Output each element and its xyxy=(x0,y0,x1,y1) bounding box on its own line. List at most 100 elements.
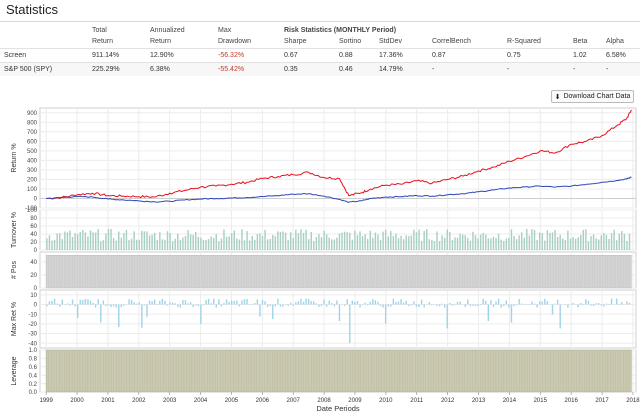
y-tick-label: 0.8 xyxy=(29,357,38,363)
max-return-bar xyxy=(202,304,205,306)
turnover-bar xyxy=(572,236,574,250)
max-return-bar xyxy=(92,302,94,305)
table-cell: - xyxy=(503,61,569,76)
max-return-bar xyxy=(148,300,151,305)
max-return-bar xyxy=(451,304,454,306)
max-return-bar xyxy=(151,301,153,305)
max-return-bar xyxy=(277,298,279,305)
table-cell: 0.46 xyxy=(335,61,375,76)
max-return-bar xyxy=(384,304,387,324)
turnover-bar xyxy=(205,239,207,250)
max-return-bar xyxy=(287,304,289,306)
y-tick-label: -10 xyxy=(28,312,37,318)
table-header-row-top: Total Annualized Max Risk Statistics (MO… xyxy=(0,24,640,36)
turnover-bar xyxy=(318,234,320,250)
max-return-bar xyxy=(577,304,579,308)
max-return-bar xyxy=(544,298,546,305)
max-return-bar xyxy=(159,300,161,305)
max-return-bar xyxy=(87,299,89,305)
turnover-bar xyxy=(559,234,561,250)
turnover-bar xyxy=(580,234,582,250)
max-return-bar xyxy=(215,304,217,308)
max-return-bar xyxy=(133,302,135,305)
header-cell: Return xyxy=(150,38,172,46)
max-return-bar xyxy=(472,304,474,306)
turnover-bar xyxy=(74,233,76,250)
turnover-bar xyxy=(169,233,171,250)
turnover-bar xyxy=(274,236,277,250)
turnover-bar xyxy=(497,233,500,250)
max-return-bar xyxy=(220,304,223,307)
turnover-bar xyxy=(456,237,459,250)
turnover-bar xyxy=(384,229,387,250)
turnover-bar xyxy=(248,240,251,250)
max-return-bar xyxy=(228,301,230,305)
x-tick-label: 2009 xyxy=(348,398,362,404)
y-tick-label: 900 xyxy=(27,111,38,117)
table-cell: 14.79% xyxy=(375,61,428,76)
y-tick-label: -40 xyxy=(28,341,37,347)
max-return-bar xyxy=(94,304,97,308)
turnover-bar xyxy=(143,231,146,250)
max-return-bar xyxy=(259,304,261,317)
turnover-bar xyxy=(59,233,61,250)
table-cell: -56.32% xyxy=(214,47,280,62)
turnover-bar xyxy=(564,240,567,250)
turnover-bar xyxy=(513,235,515,250)
max-return-bar xyxy=(387,304,389,307)
turnover-bar xyxy=(164,239,166,250)
turnover-bar xyxy=(138,239,140,250)
turnover-bar xyxy=(577,237,579,250)
max-return-bar xyxy=(510,304,513,323)
turnover-bar xyxy=(479,234,482,250)
turnover-bar xyxy=(46,238,48,250)
turnover-bar xyxy=(402,239,405,250)
turnover-bar xyxy=(523,237,525,250)
x-tick-label: 2002 xyxy=(132,398,146,404)
turnover-bar xyxy=(156,240,158,250)
table-cell: 911.14% xyxy=(88,47,146,62)
turnover-bar xyxy=(531,229,533,250)
row-name: Screen xyxy=(0,47,88,62)
turnover-bar xyxy=(490,238,492,250)
header-cell: R-Squared xyxy=(507,38,541,46)
turnover-bar xyxy=(197,236,200,250)
x-tick-label: 2003 xyxy=(163,398,177,404)
max-return-bar xyxy=(598,303,600,305)
max-return-bar xyxy=(46,304,48,307)
download-chart-data-button[interactable]: ⬇ Download Chart Data xyxy=(551,90,634,103)
max-return-bar xyxy=(395,301,397,305)
max-return-bar xyxy=(187,303,189,305)
turnover-bar xyxy=(615,240,618,250)
x-tick-label: 2006 xyxy=(256,398,270,404)
x-tick-label: 2005 xyxy=(225,398,239,404)
turnover-bar xyxy=(521,232,523,250)
turnover-bar xyxy=(177,233,179,250)
max-return-bar xyxy=(323,299,325,305)
turnover-bar xyxy=(128,240,130,250)
turnover-bar xyxy=(438,241,441,250)
max-return-bar xyxy=(531,301,533,305)
turnover-bar xyxy=(130,238,133,250)
max-return-bar xyxy=(130,299,133,305)
turnover-bar xyxy=(272,234,274,250)
y-tick-label: 20 xyxy=(30,240,37,246)
turnover-bar xyxy=(300,229,302,250)
max-return-bar xyxy=(605,303,608,305)
turnover-bar xyxy=(76,234,79,250)
turnover-bar xyxy=(351,239,354,250)
max-return-bar xyxy=(264,301,266,305)
max-return-bar xyxy=(628,302,631,305)
max-return-bar xyxy=(431,304,433,306)
y-tick-label: 0.4 xyxy=(29,373,38,379)
turnover-bar xyxy=(110,229,112,250)
table-cell: 0.35 xyxy=(280,61,335,76)
turnover-bar xyxy=(446,229,448,250)
x-tick-label: 1999 xyxy=(39,398,53,404)
turnover-bar xyxy=(426,229,428,250)
max-return-bar xyxy=(541,301,543,305)
x-tick-label: 2012 xyxy=(441,398,455,404)
turnover-bar xyxy=(230,233,233,250)
y-tick-label: 1.0 xyxy=(29,348,38,354)
max-return-bar xyxy=(71,299,74,305)
